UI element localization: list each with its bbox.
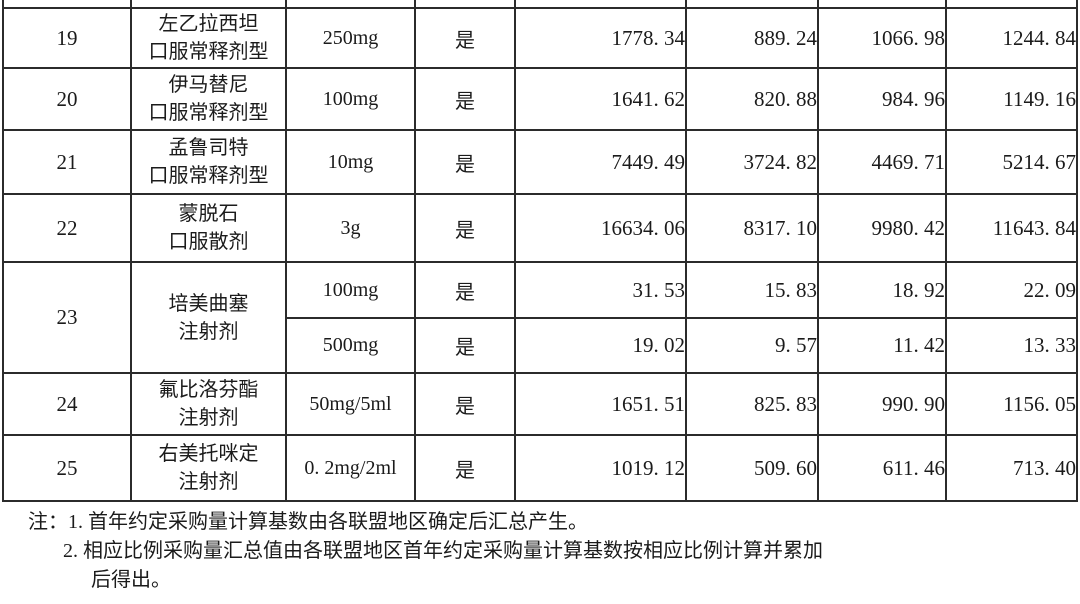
value-cell: 11643. 84 — [945, 193, 1078, 263]
row-number-cell: 21 — [2, 129, 132, 195]
table-row: 22 蒙脱石 口服散剂 3g 是 16634. 06 8317. 10 9980… — [2, 193, 1078, 263]
value-cell: 984. 96 — [817, 67, 947, 131]
spec-cell: 50mg/5ml — [285, 372, 416, 436]
value-cell: 1244. 84 — [945, 7, 1078, 69]
value-cell: 990. 90 — [817, 372, 947, 436]
footnote-line-1: 注：1. 首年约定采购量计算基数由各联盟地区确定后汇总产生。 — [28, 511, 588, 533]
value-cell: 611. 46 — [817, 434, 947, 502]
flag-cell: 是 — [414, 434, 516, 502]
flag-cell: 是 — [414, 7, 516, 69]
value-cell: 5214. 67 — [945, 129, 1078, 195]
drug-name-cell: 培美曲塞 注射剂 — [130, 261, 287, 374]
row-number-cell: 23 — [2, 261, 132, 374]
spec-cell: 10mg — [285, 129, 416, 195]
table-row-partial — [2, 0, 1078, 9]
drug-name-line2: 口服常释剂型 — [148, 41, 269, 63]
spec-cell: 500mg — [285, 317, 416, 374]
value-cell: 7449. 49 — [514, 129, 687, 195]
drug-name-line1: 左乙拉西坦 — [158, 13, 259, 35]
flag-cell: 是 — [414, 317, 516, 374]
empty-cell — [285, 0, 416, 9]
value-cell: 825. 83 — [685, 372, 819, 436]
drug-name-cell: 氟比洛芬酯 注射剂 — [130, 372, 287, 436]
flag-cell: 是 — [414, 129, 516, 195]
row-number-cell: 22 — [2, 193, 132, 263]
value-cell: 11. 42 — [817, 317, 947, 374]
flag-cell: 是 — [414, 261, 516, 319]
table-row: 21 孟鲁司特 口服常释剂型 10mg 是 7449. 49 3724. 82 … — [2, 129, 1078, 195]
spec-cell: 100mg — [285, 261, 416, 319]
empty-cell — [2, 0, 132, 9]
flag-cell: 是 — [414, 372, 516, 436]
value-cell: 9980. 42 — [817, 193, 947, 263]
empty-cell — [414, 0, 516, 9]
empty-cell — [945, 0, 1078, 9]
value-cell: 1641. 62 — [514, 67, 687, 131]
value-cell: 13. 33 — [945, 317, 1078, 374]
value-cell: 1019. 12 — [514, 434, 687, 502]
row-number-cell: 25 — [2, 434, 132, 502]
footnote-line-2: 2. 相应比例采购量汇总值由各联盟地区首年约定采购量计算基数按相应比例计算并累加 — [63, 540, 823, 562]
value-cell: 1149. 16 — [945, 67, 1078, 131]
value-cell: 9. 57 — [685, 317, 819, 374]
drug-name-line2: 口服常释剂型 — [148, 165, 269, 187]
value-cell: 820. 88 — [685, 67, 819, 131]
value-cell: 22. 09 — [945, 261, 1078, 319]
flag-cell: 是 — [414, 193, 516, 263]
footnotes: 注：1. 首年约定采购量计算基数由各联盟地区确定后汇总产生。 2. 相应比例采购… — [0, 508, 1080, 595]
value-cell: 509. 60 — [685, 434, 819, 502]
row-number-cell: 24 — [2, 372, 132, 436]
row-number-cell: 20 — [2, 67, 132, 131]
value-cell: 1778. 34 — [514, 7, 687, 69]
drug-name-line1: 伊马替尼 — [168, 74, 249, 96]
value-cell: 889. 24 — [685, 7, 819, 69]
table-row: 500mg 是 19. 02 9. 57 11. 42 13. 33 — [3, 317, 1078, 374]
row-number-cell: 19 — [2, 7, 132, 69]
spec-cell: 0. 2mg/2ml — [285, 434, 416, 502]
procurement-table: 19 左乙拉西坦 口服常释剂型 250mg 是 1778. 34 889. 24… — [2, 0, 1078, 502]
drug-name-line1: 氟比洛芬酯 — [158, 379, 259, 401]
value-cell: 16634. 06 — [514, 193, 687, 263]
empty-cell — [685, 0, 819, 9]
empty-cell — [817, 0, 947, 9]
value-cell: 31. 53 — [514, 261, 687, 319]
drug-name-line1: 培美曲塞 — [168, 292, 249, 315]
drug-name-line1: 右美托咪定 — [158, 443, 259, 465]
spec-cell: 3g — [285, 193, 416, 263]
table-row: 20 伊马替尼 口服常释剂型 100mg 是 1641. 62 820. 88 … — [2, 67, 1078, 131]
value-cell: 3724. 82 — [685, 129, 819, 195]
spec-cell: 100mg — [285, 67, 416, 131]
drug-name-line2: 注射剂 — [178, 471, 239, 493]
drug-name-line2: 口服常释剂型 — [148, 102, 269, 124]
table-row: 24 氟比洛芬酯 注射剂 50mg/5ml 是 1651. 51 825. 83… — [2, 372, 1078, 436]
value-cell: 713. 40 — [945, 434, 1078, 502]
drug-name-line1: 蒙脱石 — [178, 203, 239, 225]
drug-name-line1: 孟鲁司特 — [168, 137, 249, 159]
empty-cell — [514, 0, 687, 9]
spec-cell: 250mg — [285, 7, 416, 69]
table-row: 19 左乙拉西坦 口服常释剂型 250mg 是 1778. 34 889. 24… — [2, 7, 1078, 69]
drug-name-cell: 蒙脱石 口服散剂 — [130, 193, 287, 263]
value-cell: 1066. 98 — [817, 7, 947, 69]
value-cell: 1156. 05 — [945, 372, 1078, 436]
value-cell: 18. 92 — [817, 261, 947, 319]
value-cell: 15. 83 — [685, 261, 819, 319]
drug-name-cell: 左乙拉西坦 口服常释剂型 — [130, 7, 287, 69]
drug-name-line2: 注射剂 — [178, 320, 239, 343]
value-cell: 1651. 51 — [514, 372, 687, 436]
value-cell: 4469. 71 — [817, 129, 947, 195]
empty-cell — [130, 0, 287, 9]
drug-name-cell: 伊马替尼 口服常释剂型 — [130, 67, 287, 131]
value-cell: 19. 02 — [514, 317, 687, 374]
flag-cell: 是 — [414, 67, 516, 131]
drug-name-cell: 孟鲁司特 口服常释剂型 — [130, 129, 287, 195]
drug-name-line2: 口服散剂 — [168, 231, 249, 253]
table-row: 23 培美曲塞 注射剂 100mg 是 31. 53 15. 83 18. 92… — [2, 261, 1078, 374]
table-row: 25 右美托咪定 注射剂 0. 2mg/2ml 是 1019. 12 509. … — [2, 434, 1078, 502]
drug-name-cell: 右美托咪定 注射剂 — [130, 434, 287, 502]
footnote-line-3: 后得出。 — [91, 569, 171, 591]
drug-name-line2: 注射剂 — [178, 407, 239, 429]
value-cell: 8317. 10 — [685, 193, 819, 263]
